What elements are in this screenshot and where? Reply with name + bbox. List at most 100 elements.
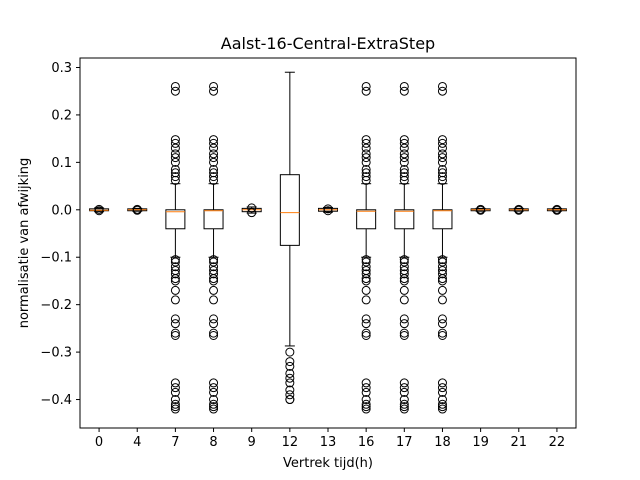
flier-point <box>170 164 180 174</box>
flier-point <box>399 262 409 272</box>
flier-point <box>361 149 371 159</box>
flier-point <box>361 138 371 148</box>
flier-point <box>399 153 409 163</box>
box-group-21 <box>508 204 529 215</box>
flier-point <box>209 143 219 153</box>
flier-point <box>170 81 180 91</box>
flier-point <box>209 172 219 182</box>
flier-point <box>399 276 409 286</box>
y-axis: 0.3 0.2 0.1 0.0 −0.1 −0.2 −0.3 −0.4 <box>40 61 80 408</box>
x-tick-label: 8 <box>209 435 217 450</box>
flier-point <box>552 205 562 215</box>
flier-point <box>437 172 447 182</box>
flier-point <box>209 138 219 148</box>
flier-point <box>209 269 219 279</box>
flier-point <box>209 383 219 393</box>
flier-point <box>170 319 180 329</box>
flier-point <box>209 276 219 286</box>
x-tick-label: 22 <box>549 435 566 450</box>
x-axis-label: Vertrek tijd(h) <box>283 456 373 471</box>
flier-point <box>399 274 409 284</box>
x-tick-label: 9 <box>248 435 256 450</box>
flier-point <box>399 399 409 409</box>
flier-point <box>209 274 219 284</box>
flier-point <box>361 387 371 397</box>
box-group-19 <box>470 204 491 215</box>
flier-point <box>437 285 447 295</box>
flier-point <box>209 314 219 324</box>
y-axis-label: normalisatie van afwijking <box>17 158 32 329</box>
flier-point <box>247 203 257 213</box>
flier-point <box>170 255 180 265</box>
flier-point <box>437 387 447 397</box>
flier-point <box>437 86 447 96</box>
x-tick-label: 19 <box>472 435 489 450</box>
flier-point <box>437 149 447 159</box>
flier-point <box>399 404 409 414</box>
flier-point <box>209 399 219 409</box>
flier-point <box>170 149 180 159</box>
x-tick-label: 13 <box>320 435 337 450</box>
flier-point <box>209 295 219 305</box>
flier-point <box>437 378 447 388</box>
x-tick-label: 4 <box>133 435 141 450</box>
flier-point <box>323 206 333 216</box>
flier-point <box>399 395 409 405</box>
flier-point <box>361 319 371 329</box>
flier-point <box>170 387 180 397</box>
flier-point <box>399 269 409 279</box>
flier-point <box>285 390 295 400</box>
box-group-12 <box>279 71 300 405</box>
flier-point <box>437 383 447 393</box>
flier-point <box>209 328 219 338</box>
flier-point <box>94 206 104 216</box>
flier-point <box>437 331 447 340</box>
flier-point <box>209 153 219 163</box>
flier-point <box>209 164 219 174</box>
flier-point <box>399 331 409 340</box>
flier-point <box>437 143 447 153</box>
flier-point <box>209 387 219 397</box>
flier-point <box>170 383 180 393</box>
flier-point <box>399 138 409 148</box>
y-tick-label: −0.3 <box>40 346 72 361</box>
flier-point <box>437 81 447 91</box>
flier-point <box>170 285 180 295</box>
flier-point <box>399 175 409 185</box>
flier-point <box>209 157 219 167</box>
flier-point <box>361 81 371 91</box>
flier-point <box>361 269 371 279</box>
flier-point <box>399 157 409 167</box>
flier-point <box>399 387 409 397</box>
flier-point <box>399 402 409 412</box>
flier-point <box>361 383 371 393</box>
flier-point <box>437 257 447 267</box>
flier-point <box>209 135 219 145</box>
flier-point <box>170 395 180 405</box>
x-tick-label: 16 <box>358 435 375 450</box>
flier-point <box>209 319 219 329</box>
box-group-13 <box>318 204 338 216</box>
flier-point <box>170 175 180 185</box>
flier-point <box>361 331 371 340</box>
box <box>203 209 224 230</box>
x-tick-label: 7 <box>171 435 179 450</box>
flier-point <box>361 262 371 272</box>
flier-point <box>209 395 219 405</box>
flier-point <box>132 205 142 215</box>
flier-point <box>209 331 219 340</box>
flier-point <box>209 149 219 159</box>
flier-point <box>437 175 447 185</box>
flier-point <box>437 164 447 174</box>
flier-point <box>361 378 371 388</box>
flier-point <box>437 153 447 163</box>
chart-title: Aalst-16-Central-ExtraStep <box>221 34 435 53</box>
y-tick-label: 0.3 <box>51 61 72 76</box>
y-tick-label: −0.1 <box>40 251 72 266</box>
flier-point <box>285 357 295 367</box>
flier-point <box>399 314 409 324</box>
flier-point <box>361 164 371 174</box>
flier-point <box>361 314 371 324</box>
flier-point <box>209 175 219 185</box>
flier-point <box>437 319 447 329</box>
